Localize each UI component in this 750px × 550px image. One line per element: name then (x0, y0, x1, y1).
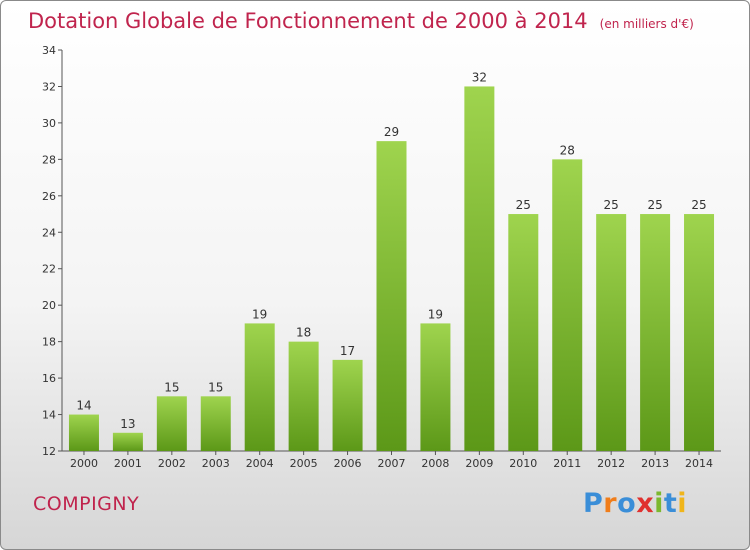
x-tick-label: 2012 (597, 457, 625, 470)
y-tick-label: 12 (42, 445, 56, 458)
y-tick-label: 14 (42, 409, 56, 422)
logo-letter: o (617, 488, 637, 519)
x-tick-label: 2010 (509, 457, 537, 470)
logo-letter: t (663, 488, 678, 519)
bar-value-label: 19 (252, 307, 267, 321)
bar-value-label: 18 (296, 326, 311, 340)
y-tick-label: 20 (42, 299, 56, 312)
bar-value-label: 14 (76, 399, 91, 413)
bar-value-label: 17 (340, 344, 355, 358)
logo-letter: x (636, 488, 655, 519)
bar (552, 159, 583, 451)
x-tick-label: 2001 (114, 457, 142, 470)
bar (640, 214, 671, 451)
bar-value-label: 15 (208, 380, 223, 394)
x-tick-label: 2000 (70, 457, 98, 470)
chart-title-text: Dotation Globale de Fonctionnement de 20… (28, 9, 588, 33)
x-tick-label: 2008 (421, 457, 449, 470)
bar (508, 214, 539, 451)
bar (684, 214, 715, 451)
bar-value-label: 29 (384, 125, 399, 139)
bar-value-label: 15 (164, 380, 179, 394)
chart-bars: 14 13 15 15 19 18 17 29 19 32 25 28 25 25 25 (68, 70, 715, 452)
bar (156, 396, 187, 451)
logo-letter: r (603, 488, 618, 519)
y-tick-label: 16 (42, 372, 56, 385)
bar-value-label: 25 (604, 198, 619, 212)
y-tick-label: 28 (42, 153, 56, 166)
logo-letter: i (677, 488, 688, 519)
x-tick-label: 2013 (641, 457, 669, 470)
bar-value-label: 25 (647, 198, 662, 212)
chart-title: Dotation Globale de Fonctionnement de 20… (28, 9, 694, 33)
bar (420, 323, 451, 451)
x-tick-label: 2014 (685, 457, 713, 470)
bar (464, 86, 495, 452)
y-tick-label: 34 (42, 44, 56, 57)
bar (288, 341, 319, 451)
bar (376, 141, 407, 452)
x-tick-label: 2009 (465, 457, 493, 470)
bar (112, 432, 143, 451)
bar-value-label: 25 (691, 198, 706, 212)
bar (332, 359, 363, 451)
x-tick-label: 2004 (246, 457, 274, 470)
chart-axes: 12 14 16 18 20 22 24 26 28 30 32 34 2000 2001 2002 2003… (42, 44, 721, 470)
y-tick-label: 22 (42, 263, 56, 276)
x-tick-label: 2007 (378, 457, 406, 470)
bar-value-label: 19 (428, 307, 443, 321)
x-tick-label: 2003 (202, 457, 230, 470)
bar (200, 396, 231, 451)
commune-name: COMPIGNY (33, 493, 140, 515)
x-tick-label: 2006 (334, 457, 362, 470)
y-tick-label: 24 (42, 226, 56, 239)
bar (68, 414, 99, 451)
bar-value-label: 25 (516, 198, 531, 212)
x-tick-label: 2002 (158, 457, 186, 470)
y-tick-label: 32 (42, 80, 56, 93)
chart-subtitle: (en milliers d'€) (599, 17, 694, 31)
bar-value-label: 32 (472, 70, 487, 84)
x-tick-label: 2011 (553, 457, 581, 470)
y-tick-label: 30 (42, 117, 56, 130)
y-tick-label: 26 (42, 190, 56, 203)
bar (244, 323, 275, 451)
bar-value-label: 28 (560, 143, 575, 157)
bar-value-label: 13 (120, 417, 135, 431)
x-tick-label: 2005 (290, 457, 318, 470)
proxiti-logo: Proxiti (583, 488, 687, 519)
logo-letter: i (654, 488, 664, 519)
bar (596, 214, 627, 451)
y-tick-label: 18 (42, 336, 56, 349)
logo-letter: P (583, 488, 604, 519)
